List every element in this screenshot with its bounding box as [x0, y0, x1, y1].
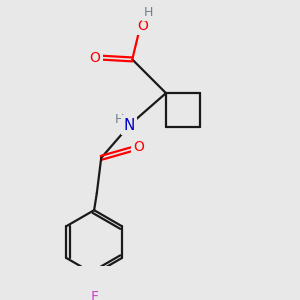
- Text: H: H: [114, 113, 124, 126]
- Text: O: O: [133, 140, 144, 154]
- Text: F: F: [90, 290, 98, 300]
- Text: H: H: [143, 6, 153, 19]
- Text: O: O: [137, 19, 148, 33]
- Text: N: N: [123, 118, 134, 133]
- Text: O: O: [90, 51, 101, 64]
